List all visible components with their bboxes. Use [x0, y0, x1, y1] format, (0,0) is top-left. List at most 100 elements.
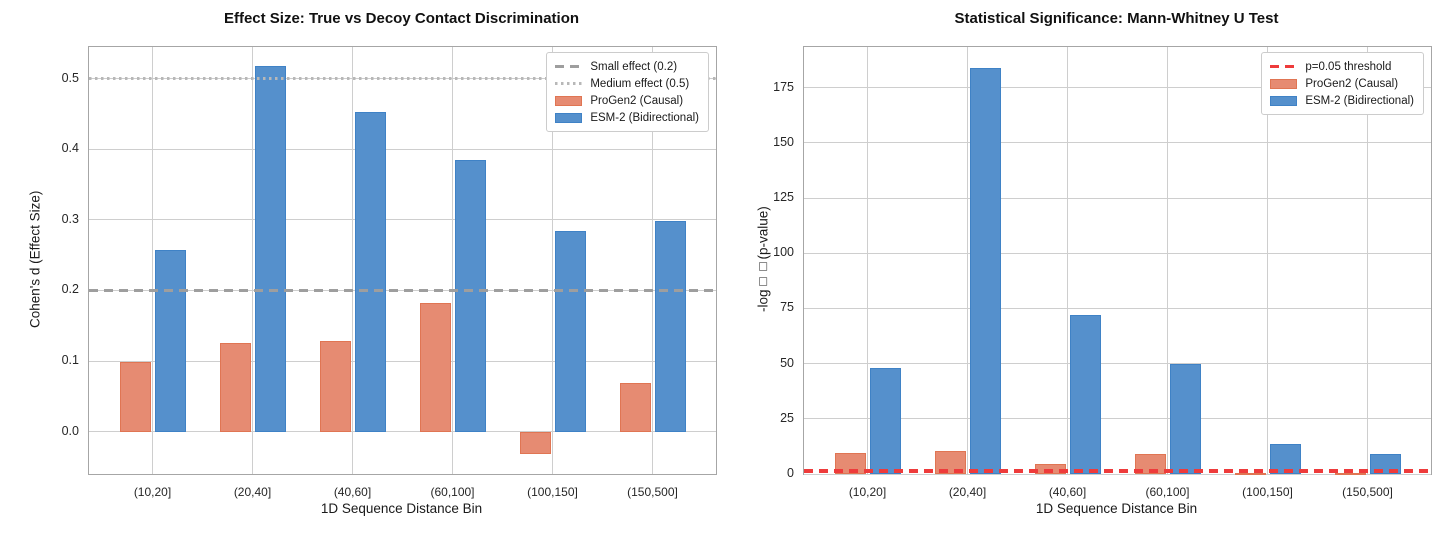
bar-esm2: [454, 159, 486, 432]
effect-size-panel: Effect Size: True vs Decoy Contact Discr…: [27, 10, 717, 516]
y-axis-label: -log□□(p-value): [755, 206, 771, 313]
bar-progen2: [834, 453, 866, 474]
legend-entry: p=0.05 threshold: [1270, 58, 1414, 75]
legend-label: p=0.05 threshold: [1305, 60, 1392, 73]
legend-label: ESM-2 (Bidirectional): [1305, 94, 1414, 107]
gridline: [867, 47, 868, 474]
x-axis-label: 1D Sequence Distance Bin: [320, 501, 483, 516]
y-axis-label: Cohen's d (Effect Size): [27, 190, 43, 329]
gridline: [804, 473, 1431, 475]
bar-esm2: [1369, 454, 1401, 474]
legend-line-sample: [555, 65, 583, 68]
legend: Small effect (0.2) Medium effect (0.5) Pro…: [546, 52, 709, 132]
y-tick-label: 100: [773, 245, 794, 260]
y-tick-label: 150: [773, 134, 794, 149]
bar-progen2: [1034, 463, 1066, 474]
gridline: [804, 197, 1431, 199]
y-tick-label: 0.2: [61, 282, 79, 297]
plot-area: p=0.05 threshold ProGen2 (Causal) ESM-2 (B…: [773, 46, 1432, 499]
gridline: [1067, 47, 1068, 474]
bar-progen2: [934, 450, 966, 474]
chart-title: Statistical Significance: Mann-Whitney U…: [954, 10, 1279, 27]
bar-esm2: [1269, 443, 1301, 474]
bar-esm2: [1169, 363, 1201, 474]
bar-progen2: [419, 303, 451, 432]
y-tick-label: 0: [787, 466, 794, 480]
bar-progen2: [319, 341, 351, 432]
bar-progen2: [219, 342, 251, 432]
legend-entry: Medium effect (0.5): [555, 75, 699, 92]
bar-progen2: [119, 362, 151, 432]
gridline: [152, 47, 153, 474]
legend-entry: ProGen2 (Causal): [1270, 75, 1414, 92]
bar-esm2: [654, 220, 686, 432]
y-tick-label: 0.0: [61, 423, 79, 438]
plot-area: Small effect (0.2) Medium effect (0.5) Pro…: [62, 46, 717, 499]
bar-progen2: [1334, 472, 1366, 475]
legend-label: ESM-2 (Bidirectional): [590, 111, 699, 124]
x-tick-label: (100,150]: [1242, 485, 1293, 499]
y-tick-label: 50: [780, 355, 794, 370]
bar-progen2: [519, 431, 551, 455]
gridline: [452, 47, 453, 474]
x-tick-label: (10,20]: [848, 485, 887, 499]
gridline: [1367, 47, 1368, 474]
y-tick-label: 25: [780, 410, 794, 425]
chart-title: Effect Size: True vs Decoy Contact Discr…: [223, 10, 580, 27]
x-tick-label: (100,150]: [527, 485, 578, 499]
y-tick-label: 0.3: [61, 211, 79, 226]
y-tick-label: 125: [773, 190, 794, 205]
reference-line: [89, 77, 716, 81]
significance-panel: Statistical Significance: Mann-Whitney U…: [728, 0, 1456, 546]
gridline: [804, 363, 1431, 365]
gridline: [89, 148, 716, 150]
gridline: [804, 252, 1431, 254]
gridline: [552, 47, 553, 474]
x-tick-label: (60,100]: [430, 485, 475, 499]
bar-esm2: [354, 111, 386, 432]
gridline: [252, 47, 253, 474]
x-tick-label: (60,100]: [1145, 485, 1190, 499]
gridline: [89, 360, 716, 362]
gridline: [804, 307, 1431, 309]
gridline: [89, 431, 716, 433]
bar-esm2: [969, 67, 1001, 474]
gridline: [89, 219, 716, 221]
gridline: [352, 47, 353, 474]
gridline: [1167, 47, 1168, 474]
bar-esm2: [254, 66, 286, 432]
y-tick-label: 75: [780, 300, 794, 315]
y-tick-label: 0.1: [61, 353, 79, 368]
bar-esm2: [154, 250, 186, 432]
legend-entry: ProGen2 (Causal): [555, 92, 699, 109]
legend-patch-sample: [555, 112, 583, 123]
bar-progen2: [1234, 472, 1266, 475]
legend-label: Medium effect (0.5): [590, 77, 690, 90]
legend-line-sample: [1270, 65, 1298, 68]
x-tick-label: (20,40]: [233, 485, 272, 499]
legend: p=0.05 threshold ProGen2 (Causal) ESM-2 (B…: [1261, 52, 1424, 115]
x-tick-label: (10,20]: [133, 485, 172, 499]
x-tick-label: (150,500]: [1342, 485, 1393, 499]
legend-label: Small effect (0.2): [590, 60, 678, 73]
gridline: [804, 87, 1431, 89]
legend-patch-sample: [555, 95, 583, 106]
x-axis-label: 1D Sequence Distance Bin: [1035, 501, 1198, 516]
legend-label: ProGen2 (Causal): [590, 94, 684, 107]
gridline: [804, 142, 1431, 144]
bar-esm2: [869, 368, 901, 474]
gridline: [1267, 47, 1268, 474]
legend-patch-sample: [1270, 95, 1298, 106]
legend-label: ProGen2 (Causal): [1305, 77, 1399, 90]
gridline: [967, 47, 968, 474]
legend-patch-sample: [1270, 78, 1298, 89]
bar-esm2: [1069, 315, 1101, 474]
legend-entry: ESM-2 (Bidirectional): [555, 109, 699, 126]
reference-line: [804, 469, 1431, 473]
gridline: [652, 47, 653, 474]
y-tick-label: 0.4: [61, 141, 79, 156]
x-tick-label: (20,40]: [948, 485, 987, 499]
x-tick-label: (40,60]: [1048, 485, 1087, 499]
gridline: [804, 418, 1431, 420]
